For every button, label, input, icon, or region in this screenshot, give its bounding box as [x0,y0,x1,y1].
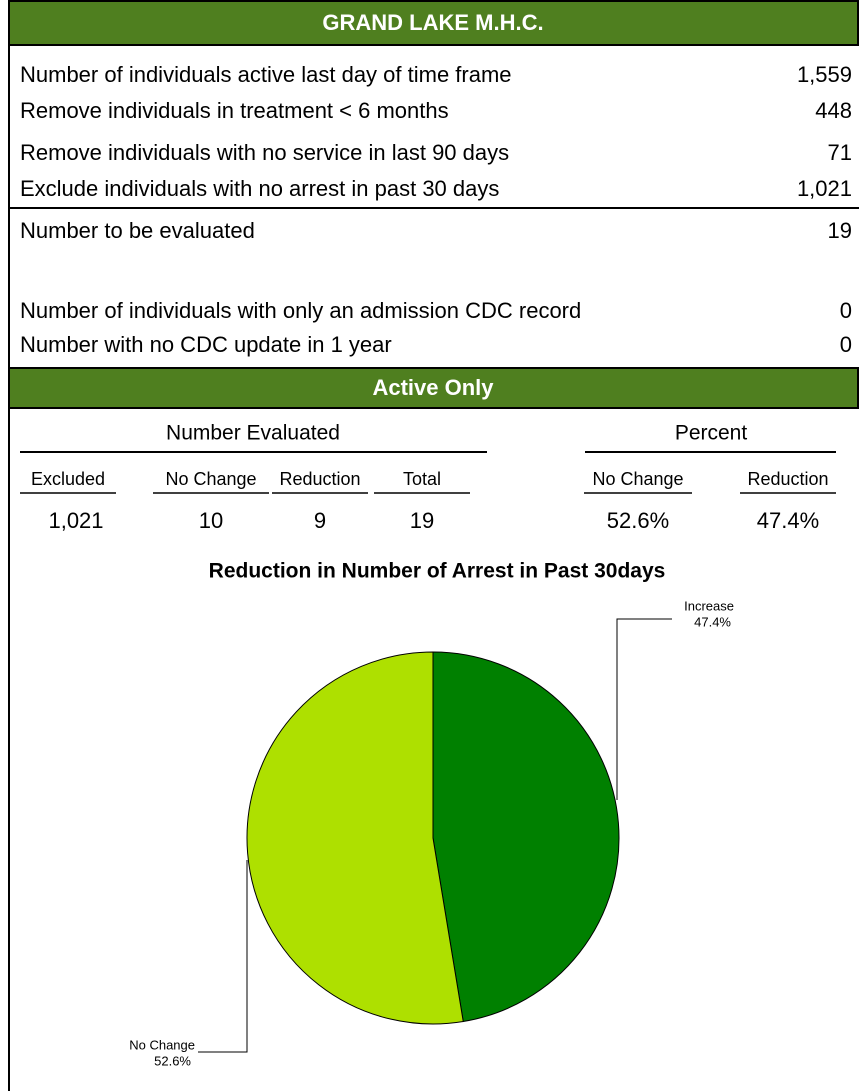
row-value: 0 [840,298,852,323]
row-value: 0 [840,332,852,357]
cell-value: 1,021 [48,508,103,533]
header-title: GRAND LAKE M.H.C. [322,10,543,35]
pie-slice [246,651,464,1025]
cell-value: 9 [314,508,326,533]
column-header: Excluded [31,469,105,489]
leader-line [198,860,248,1053]
group-header: Number Evaluated [166,422,340,445]
column-header: Reduction [747,469,828,489]
cell-value: 47.4% [757,508,819,533]
row-label: Remove individuals in treatment < 6 mont… [20,98,449,123]
row-value: 1,559 [797,62,852,87]
section-title: Active Only [372,375,494,400]
row-label: Number to be evaluated [20,218,255,243]
cell-value: 52.6% [607,508,669,533]
section-bar [8,367,859,409]
row-label: Number of individuals with only an admis… [20,298,581,323]
row-value: 1,021 [797,176,852,201]
leader-line [616,618,672,800]
pie-slice [432,651,620,1023]
row-label: Remove individuals with no service in la… [20,140,509,165]
row-value: 71 [828,140,852,165]
slice-value-label: 52.6% [154,1053,191,1068]
column-header: Total [403,469,441,489]
group-header: Percent [675,422,748,445]
row-label: Number with no CDC update in 1 year [20,332,392,357]
column-header: Reduction [279,469,360,489]
cell-value: 10 [199,508,223,533]
chart-title: Reduction in Number of Arrest in Past 30… [209,560,666,583]
row-value: 19 [828,218,852,243]
row-value: 448 [815,98,852,123]
slice-label: No Change [129,1037,195,1052]
cell-value: 19 [410,508,434,533]
header-bar [8,0,859,46]
row-label: Exclude individuals with no arrest in pa… [20,176,499,201]
slice-value-label: 47.4% [694,614,731,629]
slice-label: Increase [684,598,734,613]
row-label: Number of individuals active last day of… [20,62,512,87]
column-header: No Change [592,469,683,489]
column-header: No Change [165,469,256,489]
